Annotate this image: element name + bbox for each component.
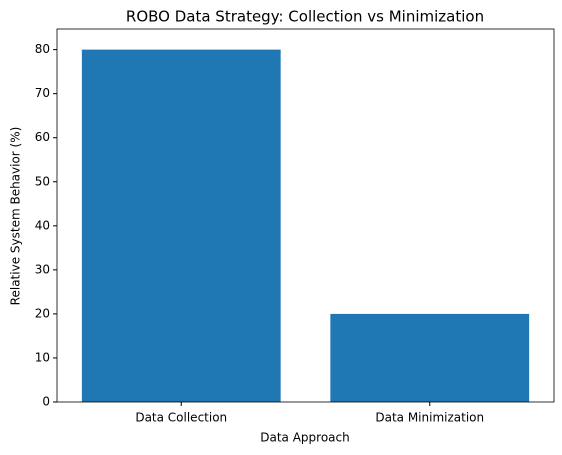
x-tick-label: Data Collection <box>135 411 227 425</box>
plot-frame <box>56 28 555 403</box>
x-axis-label: Data Approach <box>260 431 349 445</box>
y-tick-label: 20 <box>35 306 50 320</box>
y-tick-label: 70 <box>35 86 50 100</box>
chart-title: ROBO Data Strategy: Collection vs Minimi… <box>126 8 484 26</box>
bar <box>330 313 530 402</box>
y-axis-label: Relative System Behavior (%) <box>9 127 23 306</box>
y-tick-label: 10 <box>35 350 50 364</box>
x-tick-label: Data Minimization <box>375 411 484 425</box>
y-tick-label: 60 <box>35 130 50 144</box>
y-tick-label: 50 <box>35 174 50 188</box>
y-tick-label: 0 <box>42 395 50 409</box>
y-tick-label: 30 <box>35 262 50 276</box>
bar <box>81 49 281 402</box>
y-tick-label: 80 <box>35 42 50 56</box>
y-tick-label: 40 <box>35 218 50 232</box>
